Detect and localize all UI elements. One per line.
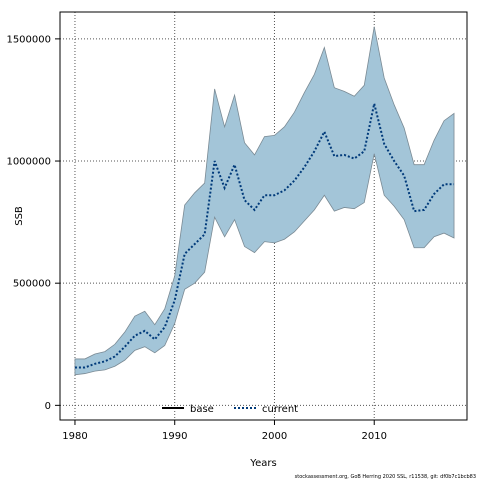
y-tick-label-1000000: 1000000 bbox=[6, 157, 51, 168]
axes: 1980 1990 2000 2010 0 500000 1000000 1500000 bbox=[6, 34, 387, 442]
x-tick-label-1980: 1980 bbox=[62, 431, 87, 442]
y-axis-label: SSB bbox=[14, 206, 25, 226]
x-tick-label-1990: 1990 bbox=[162, 431, 187, 442]
confidence-band bbox=[74, 26, 455, 376]
plot-frame bbox=[59, 11, 468, 421]
y-tick-label-0: 0 bbox=[45, 401, 51, 412]
legend: base current bbox=[162, 404, 298, 415]
legend-label-current: current bbox=[262, 404, 298, 415]
x-tick-label-2000: 2000 bbox=[262, 431, 287, 442]
y-tick-label-500000: 500000 bbox=[13, 279, 51, 290]
x-axis-label: Years bbox=[249, 458, 276, 469]
x-tick-label-2010: 2010 bbox=[362, 431, 387, 442]
footer-credit: stockassessment.org, GoB Herring 2020 SS… bbox=[295, 474, 476, 480]
y-tick-label-1500000: 1500000 bbox=[6, 34, 51, 45]
legend-label-base: base bbox=[190, 404, 214, 415]
